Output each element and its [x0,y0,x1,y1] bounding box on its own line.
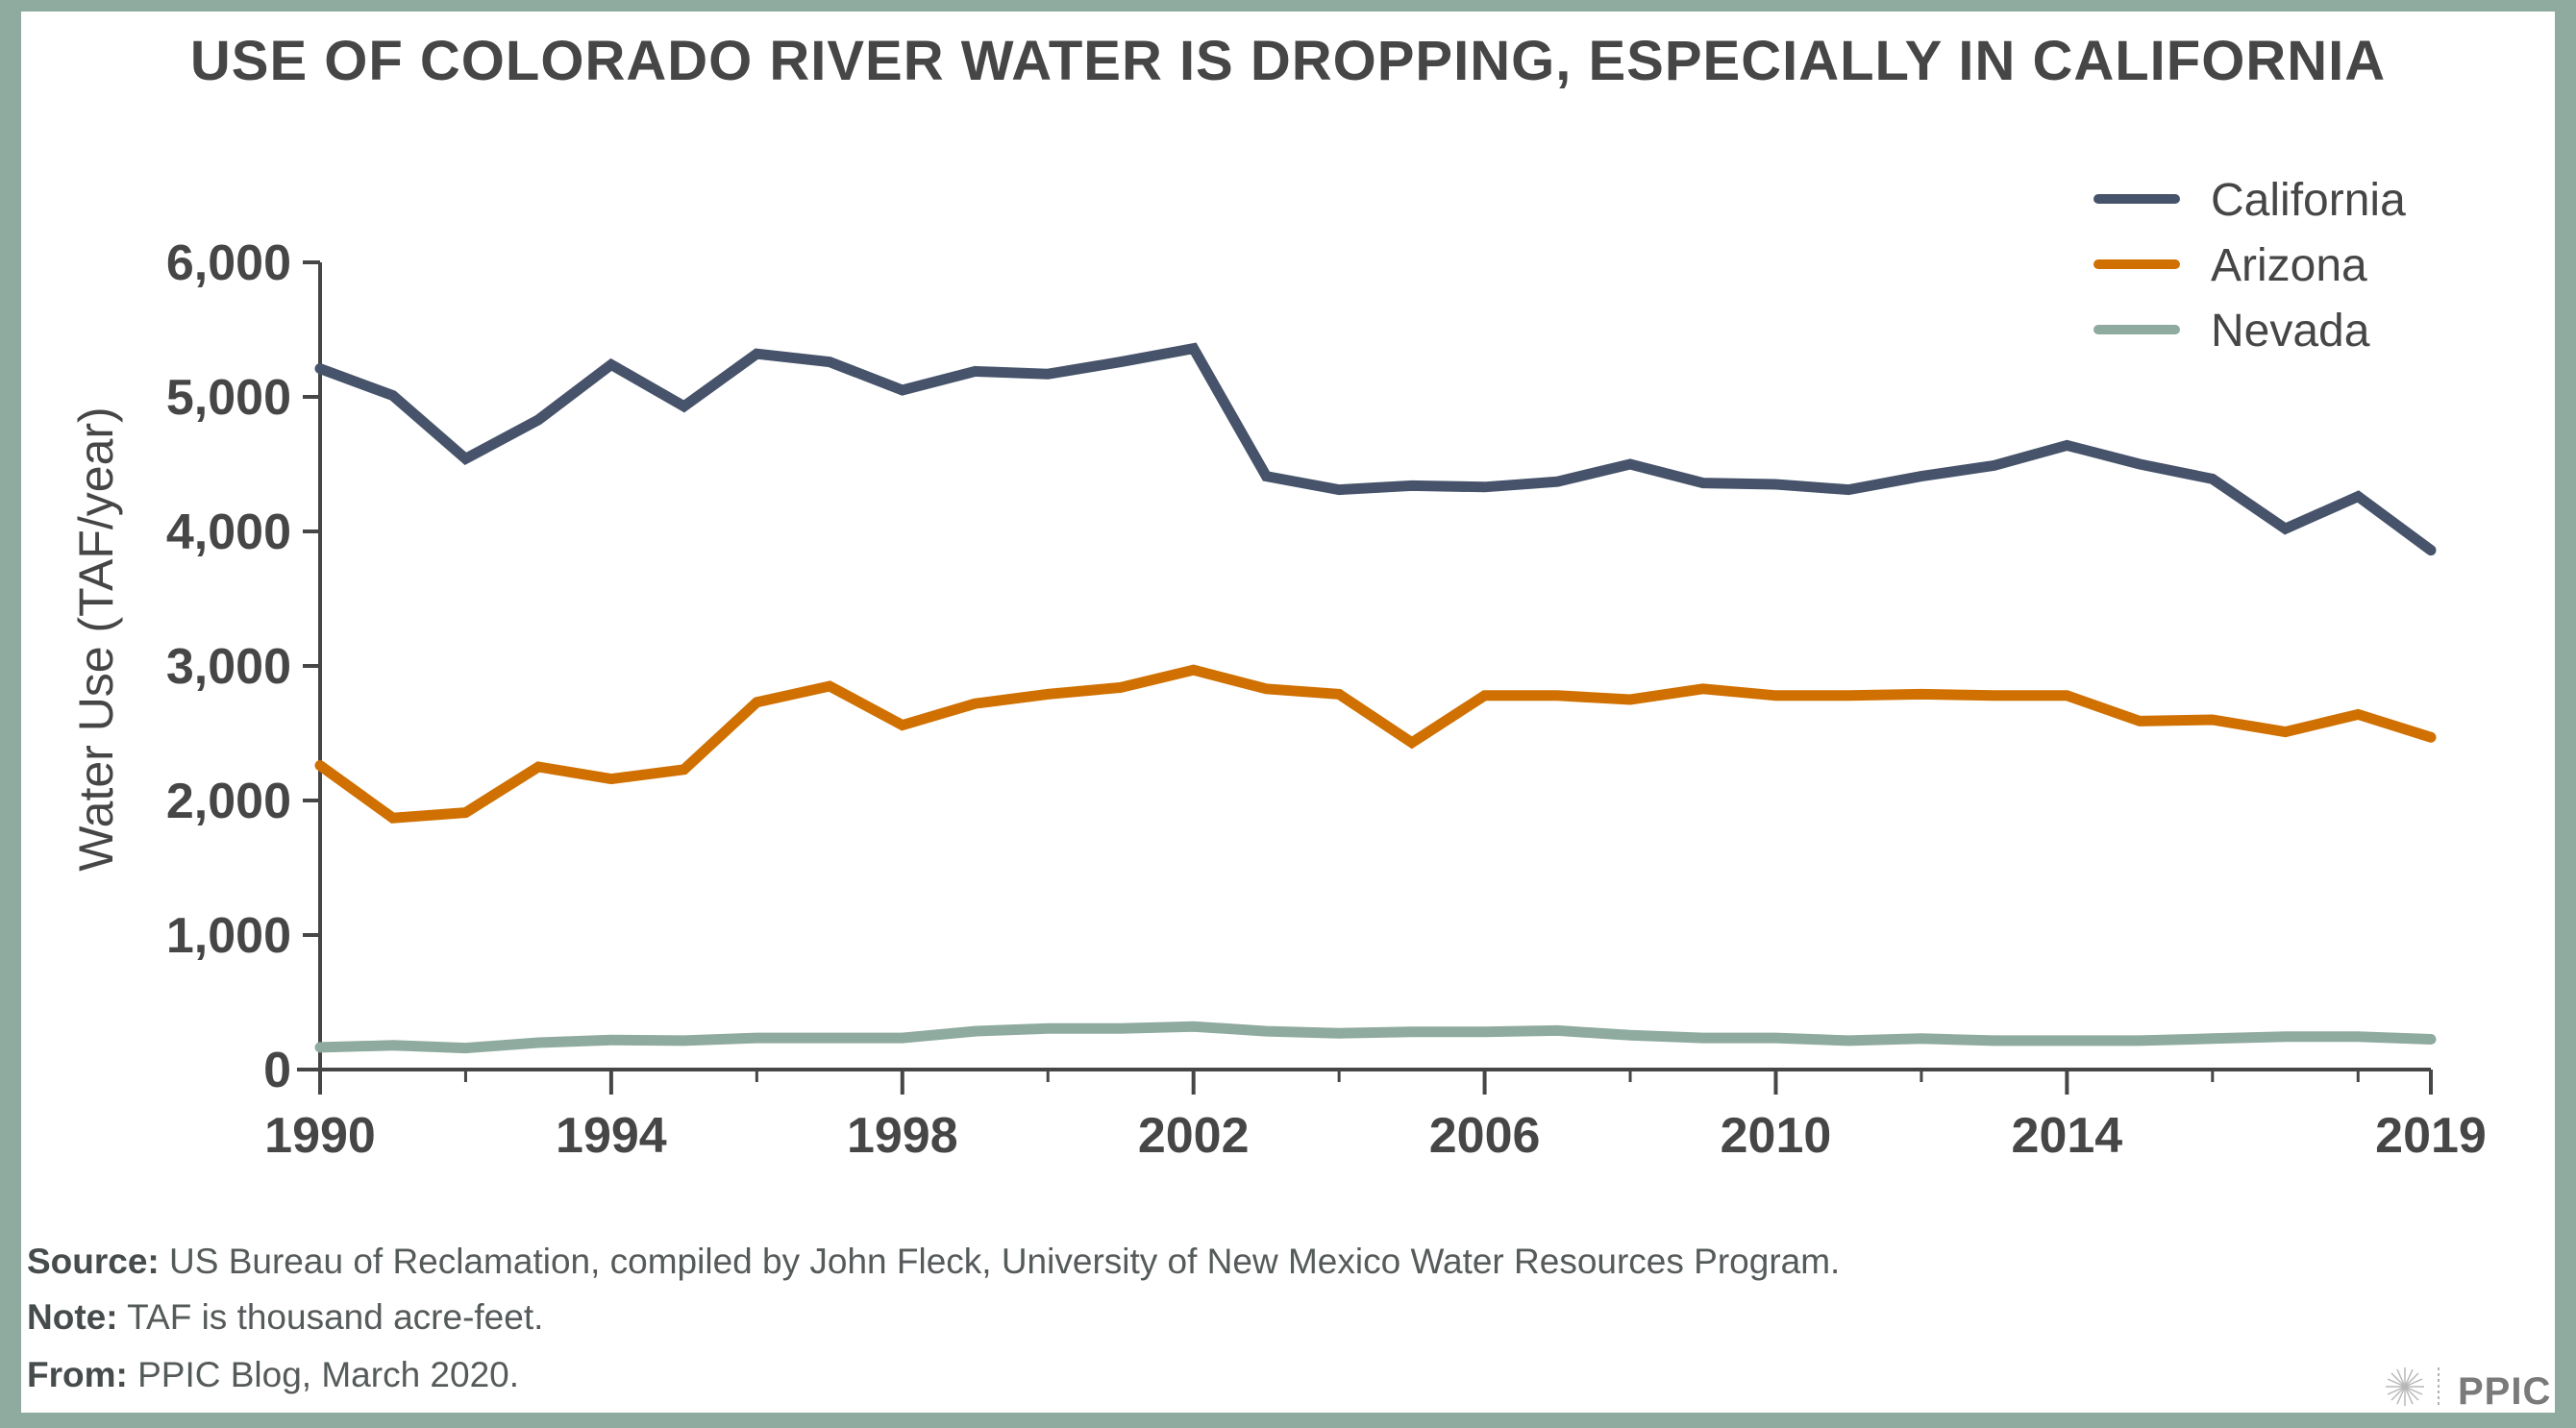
from-text: PPIC Blog, March 2020. [127,1355,520,1394]
note-label: Note: [27,1297,118,1337]
from-line: From: PPIC Blog, March 2020. [27,1355,519,1395]
y-tick-label: 5,000 [166,370,291,426]
source-text: US Bureau of Reclamation, compiled by Jo… [159,1242,1841,1281]
y-tick-label: 3,000 [166,639,291,695]
note-text: TAF is thousand acre-feet. [117,1297,544,1337]
legend: California Arizona Nevada [2093,175,2406,357]
x-tick-label: 2014 [2012,1108,2123,1164]
legend-label-california: California [2211,175,2406,226]
x-tick-label: 1990 [264,1108,376,1164]
x-tick-label: 1994 [556,1108,667,1164]
axes: 0 1,000 2,000 3,000 4,000 5,000 6,000 1990 1994 1… [69,235,2487,1164]
source-line: Source: US Bureau of Reclamation, compil… [27,1242,1840,1282]
x-tick-label: 2019 [2375,1108,2487,1164]
y-tick-label: 2,000 [166,774,291,829]
y-tick-label: 0 [263,1043,291,1098]
series-line-california [314,342,2437,556]
x-tick-label: 2002 [1138,1108,1250,1164]
from-label: From: [27,1355,128,1394]
y-axis-label: Water Use (TAF/year) [69,406,123,871]
note-line: Note: TAF is thousand acre-feet. [27,1297,543,1338]
y-tick-label: 4,000 [166,505,291,560]
legend-label-arizona: Arizona [2211,240,2367,291]
y-tick-label: 6,000 [166,235,291,291]
legend-label-nevada: Nevada [2211,306,2370,357]
source-label: Source: [27,1242,160,1281]
ppic-logo-text: PPIC [2458,1370,2552,1413]
series-line-nevada [314,1021,2437,1054]
x-tick-label: 1998 [847,1108,958,1164]
y-tick-label: 1,000 [166,908,291,964]
x-tick-label: 2006 [1429,1108,1541,1164]
series-lines [314,342,2437,1054]
starburst-icon [2386,1367,2440,1406]
chart-title: USE OF COLORADO RIVER WATER IS DROPPING,… [189,30,2387,92]
x-tick-label: 2010 [1721,1108,1832,1164]
series-line-arizona [314,664,2437,824]
